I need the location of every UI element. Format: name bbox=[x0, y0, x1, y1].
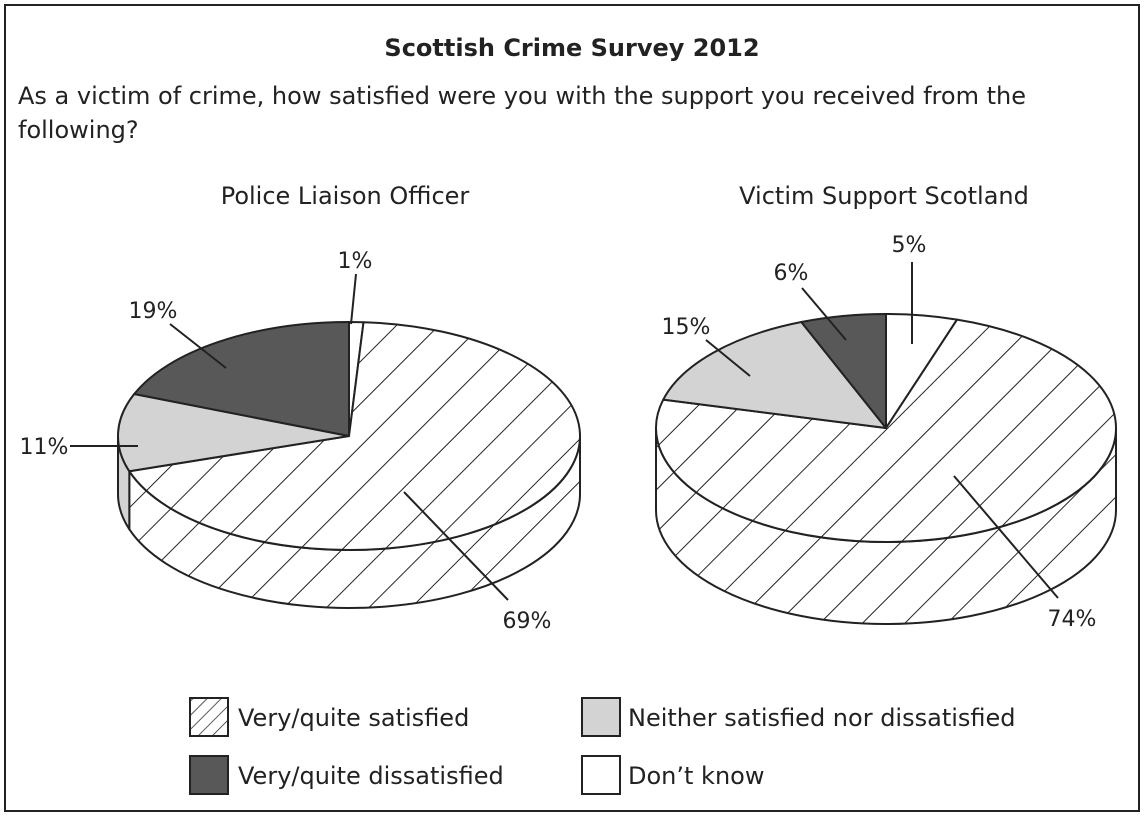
legend-label-dissatisfied: Very/quite dissatisfied bbox=[238, 762, 504, 790]
legend-swatch-neither bbox=[582, 698, 620, 736]
legend-item-dissatisfied: Very/quite dissatisfied bbox=[190, 756, 504, 794]
legend-item-neither: Neither satisfied nor dissatisfied bbox=[582, 698, 1016, 736]
question-line-1: As a victim of crime, how satisfied were… bbox=[18, 82, 1026, 110]
legend-label-satisfied: Very/quite satisfied bbox=[238, 704, 469, 732]
question-line-2: following? bbox=[18, 116, 139, 144]
legend-swatch-dissatisfied bbox=[190, 756, 228, 794]
legend-swatch-satisfied bbox=[190, 698, 228, 736]
data-label-police-1pct: 1% bbox=[338, 249, 373, 274]
legend: Very/quite satisfied Neither satisfied n… bbox=[190, 698, 1016, 794]
data-label-vss-5pct: 5% bbox=[892, 233, 927, 258]
data-label-vss-6pct: 6% bbox=[774, 261, 809, 286]
pie-victim-support-scotland bbox=[656, 314, 1116, 624]
pie-police-liaison-officer bbox=[118, 322, 580, 608]
legend-item-satisfied: Very/quite satisfied bbox=[190, 698, 469, 736]
pie-title-police: Police Liaison Officer bbox=[221, 182, 470, 210]
leader-line-1pct bbox=[351, 274, 356, 324]
data-label-police-69pct: 69% bbox=[503, 609, 552, 634]
chart-title: Scottish Crime Survey 2012 bbox=[384, 34, 759, 62]
data-label-vss-15pct: 15% bbox=[662, 315, 711, 340]
pie-title-victim-support: Victim Support Scotland bbox=[739, 182, 1029, 210]
legend-swatch-dontknow bbox=[582, 756, 620, 794]
legend-label-neither: Neither satisfied nor dissatisfied bbox=[628, 704, 1016, 732]
legend-item-dontknow: Don’t know bbox=[582, 756, 764, 794]
data-label-vss-74pct: 74% bbox=[1048, 607, 1097, 632]
legend-label-dontknow: Don’t know bbox=[628, 762, 764, 790]
data-label-police-19pct: 19% bbox=[129, 299, 178, 324]
data-label-police-11pct: 11% bbox=[20, 435, 69, 460]
